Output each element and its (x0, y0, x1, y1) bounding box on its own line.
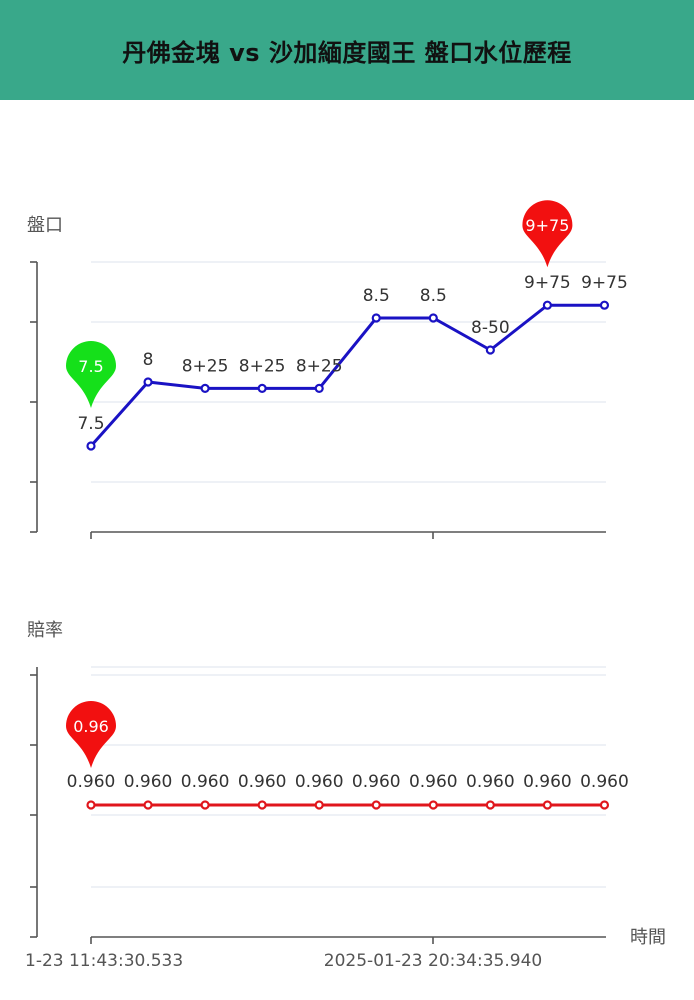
data-label: 8+25 (239, 356, 286, 376)
y-axis-title: 賠率 (27, 620, 63, 641)
y-axis-title: 盤口 (27, 215, 63, 236)
data-label: 0.960 (124, 772, 173, 792)
data-label: 7.5 (77, 414, 104, 434)
data-point (143, 377, 153, 387)
data-label: 8 (143, 350, 154, 370)
data-point (257, 383, 267, 393)
data-label: 8-50 (471, 318, 510, 338)
data-point (86, 441, 96, 451)
max-marker-pin: 9+75 (522, 200, 573, 268)
data-point (143, 800, 153, 810)
data-point (485, 800, 495, 810)
data-label: 0.960 (466, 772, 515, 792)
data-point (428, 313, 438, 323)
page-header: 丹佛金塊 vs 沙加緬度國王 盤口水位歷程 (0, 0, 694, 100)
data-point (542, 800, 553, 810)
data-point (314, 800, 324, 810)
data-point (200, 383, 210, 393)
data-label: 0.960 (238, 772, 287, 792)
data-point (371, 800, 381, 810)
data-label: 0.960 (67, 772, 116, 792)
data-point (485, 345, 495, 355)
data-label: 9+75 (524, 273, 571, 293)
data-label: 0.960 (181, 772, 230, 792)
data-point (599, 300, 610, 310)
data-point (257, 800, 267, 810)
max-marker-pin-label: 9+75 (525, 216, 569, 235)
max-marker-pin-label: 0.96 (73, 717, 109, 736)
handicap-line-chart: 盤口 7.5 8 8+25 8+25 8+25 8.5 8.5 8-50 9+75 9+75 7.5 9… (27, 200, 628, 539)
data-label: 0.960 (352, 772, 401, 792)
data-label: 0.960 (295, 772, 344, 792)
data-point (542, 300, 553, 310)
x-axis-title: 時間 (630, 927, 666, 948)
data-point (86, 800, 96, 810)
data-point (371, 313, 381, 323)
min-marker-pin-label: 7.5 (78, 357, 103, 376)
data-label: 0.960 (580, 772, 629, 792)
data-point (599, 800, 610, 810)
max-marker-pin-shape (66, 701, 116, 768)
x-tick-label: 2025-01-23 20:34:35.940 (324, 951, 542, 971)
max-marker-pin-shape (522, 200, 573, 268)
data-label: 8.5 (420, 286, 447, 306)
data-point (314, 383, 324, 393)
min-marker-pin-shape (66, 341, 116, 408)
data-label: 8+25 (296, 356, 343, 376)
x-tick-label: 1-23 11:43:30.533 (25, 951, 183, 971)
series-line (89, 303, 605, 447)
page-title: 丹佛金塊 vs 沙加緬度國王 盤口水位歷程 (122, 38, 572, 67)
data-label: 0.960 (409, 772, 458, 792)
max-marker-pin: 0.96 (66, 701, 116, 768)
data-label: 9+75 (581, 273, 628, 293)
data-point (200, 800, 210, 810)
data-label: 8+25 (182, 356, 229, 376)
min-marker-pin: 7.5 (66, 341, 116, 408)
data-label: 8.5 (363, 286, 390, 306)
data-label: 0.960 (523, 772, 572, 792)
data-point (428, 800, 438, 810)
